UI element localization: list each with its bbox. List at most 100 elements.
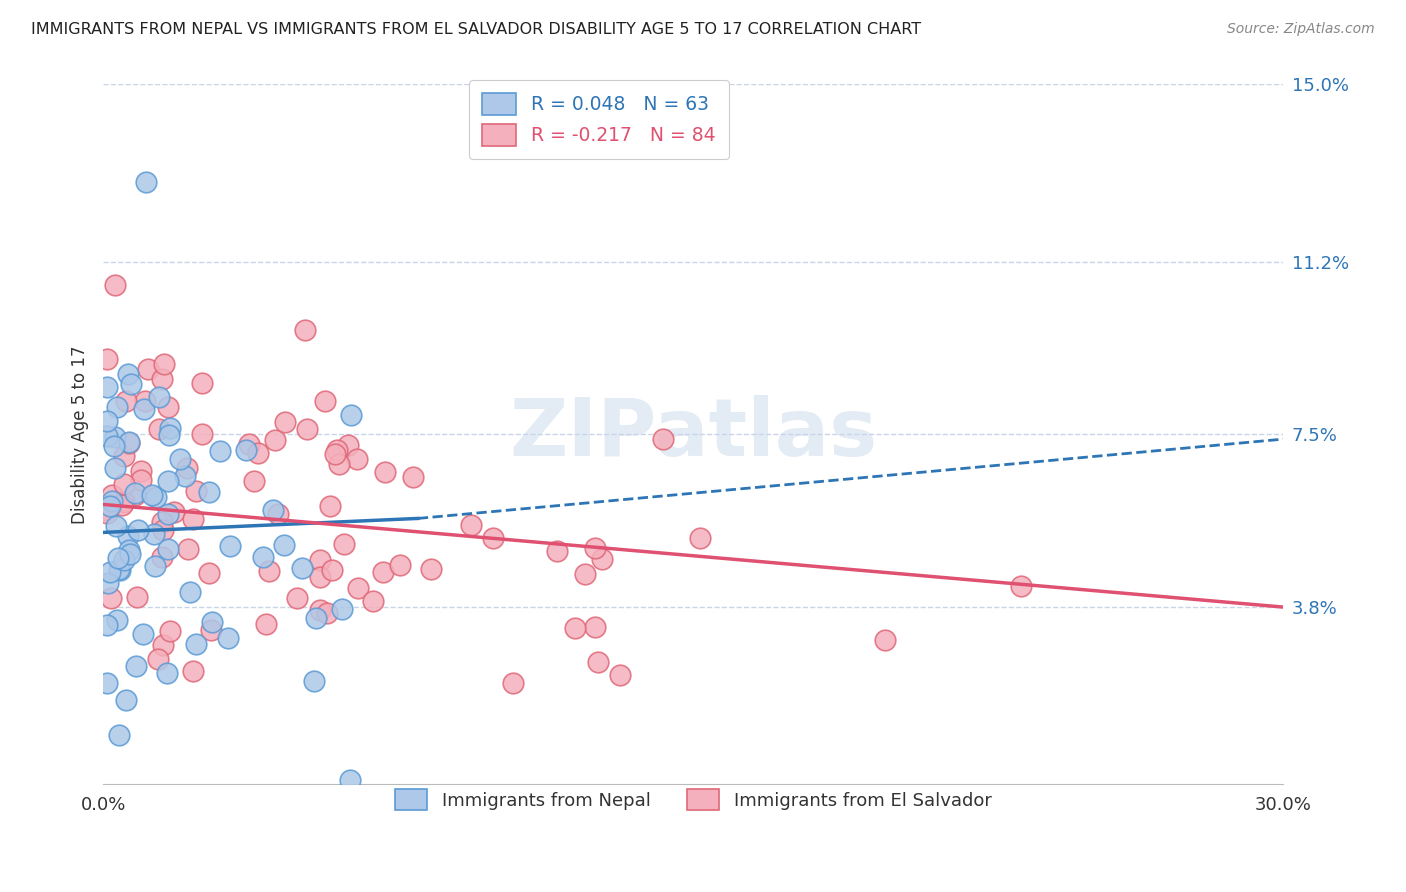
Point <box>285 591 308 605</box>
Point <box>374 465 396 479</box>
Point <box>157 542 180 557</box>
Y-axis label: Disability Age 5 to 17: Disability Age 5 to 17 <box>72 345 89 524</box>
Point <box>132 627 155 641</box>
Point <box>591 551 613 566</box>
Point <box>262 502 284 516</box>
Point <box>323 447 346 461</box>
Text: Source: ZipAtlas.com: Source: ZipAtlas.com <box>1227 22 1375 37</box>
Point <box>150 372 173 386</box>
Point <box>159 421 181 435</box>
Point <box>333 537 356 551</box>
Point <box>254 617 277 632</box>
Point <box>156 666 179 681</box>
Point <box>302 674 325 689</box>
Point <box>574 566 596 581</box>
Point <box>112 552 135 566</box>
Point <box>152 357 174 371</box>
Point <box>118 435 141 450</box>
Point <box>103 278 125 293</box>
Point <box>184 484 207 499</box>
Point <box>314 394 336 409</box>
Point <box>136 362 159 376</box>
Legend: Immigrants from Nepal, Immigrants from El Salvador: Immigrants from Nepal, Immigrants from E… <box>381 774 1007 824</box>
Point <box>347 581 370 595</box>
Point <box>129 464 152 478</box>
Point <box>114 692 136 706</box>
Point <box>96 352 118 367</box>
Point <box>482 532 505 546</box>
Point <box>217 631 239 645</box>
Point <box>146 651 169 665</box>
Point <box>96 675 118 690</box>
Point <box>191 376 214 391</box>
Point <box>609 668 631 682</box>
Point <box>117 528 139 542</box>
Point <box>373 565 395 579</box>
Point <box>583 619 606 633</box>
Point <box>163 505 186 519</box>
Point <box>294 323 316 337</box>
Point <box>108 563 131 577</box>
Point <box>419 562 441 576</box>
Point <box>183 512 205 526</box>
Point <box>100 591 122 605</box>
Point <box>586 655 609 669</box>
Point <box>159 624 181 638</box>
Point <box>96 617 118 632</box>
Point <box>361 594 384 608</box>
Point <box>218 539 240 553</box>
Point <box>115 394 138 409</box>
Point <box>689 531 711 545</box>
Point <box>337 438 360 452</box>
Point <box>179 584 201 599</box>
Point <box>125 591 148 605</box>
Point <box>96 429 118 443</box>
Point <box>181 665 204 679</box>
Point <box>120 376 142 391</box>
Point <box>156 401 179 415</box>
Point <box>152 523 174 537</box>
Point <box>156 507 179 521</box>
Point <box>107 550 129 565</box>
Point <box>186 637 208 651</box>
Point <box>238 436 260 450</box>
Point <box>100 565 122 579</box>
Point <box>305 611 328 625</box>
Point <box>112 476 135 491</box>
Point <box>252 550 274 565</box>
Point <box>148 422 170 436</box>
Point <box>135 175 157 189</box>
Point <box>502 676 524 690</box>
Text: ZIPatlas: ZIPatlas <box>509 395 877 474</box>
Point <box>267 507 290 521</box>
Point <box>330 602 353 616</box>
Point <box>325 443 347 458</box>
Point <box>235 443 257 458</box>
Point <box>191 427 214 442</box>
Point <box>346 451 368 466</box>
Point <box>105 400 128 414</box>
Point <box>156 475 179 489</box>
Point <box>308 553 330 567</box>
Point <box>124 486 146 500</box>
Point <box>583 541 606 555</box>
Point <box>274 416 297 430</box>
Point <box>124 488 146 502</box>
Point <box>157 428 180 442</box>
Point <box>873 633 896 648</box>
Point <box>107 728 129 742</box>
Point <box>273 538 295 552</box>
Text: IMMIGRANTS FROM NEPAL VS IMMIGRANTS FROM EL SALVADOR DISABILITY AGE 5 TO 17 CORR: IMMIGRANTS FROM NEPAL VS IMMIGRANTS FROM… <box>31 22 921 37</box>
Point <box>129 473 152 487</box>
Point <box>152 638 174 652</box>
Point <box>295 422 318 436</box>
Point <box>111 498 134 512</box>
Point <box>150 549 173 564</box>
Point <box>145 491 167 505</box>
Point <box>96 414 118 428</box>
Point <box>247 446 270 460</box>
Point <box>97 575 120 590</box>
Point <box>460 517 482 532</box>
Point <box>291 561 314 575</box>
Point <box>389 558 412 573</box>
